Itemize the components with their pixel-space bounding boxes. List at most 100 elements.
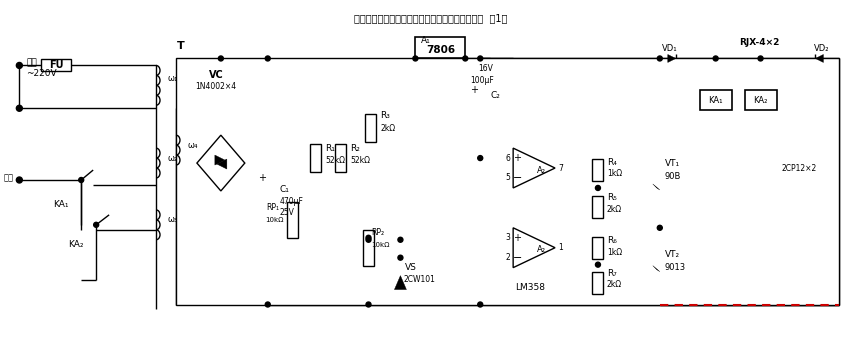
- Circle shape: [657, 225, 662, 230]
- Text: 2kΩ: 2kΩ: [607, 280, 622, 289]
- Text: A₂: A₂: [536, 165, 546, 175]
- Text: C₂: C₂: [490, 91, 500, 100]
- Text: 1N4002×4: 1N4002×4: [195, 82, 237, 91]
- Circle shape: [462, 56, 468, 61]
- Text: VD₁: VD₁: [662, 44, 678, 53]
- Circle shape: [265, 56, 270, 61]
- Text: R₄: R₄: [607, 158, 616, 166]
- Text: −: −: [512, 253, 522, 263]
- Text: LM358: LM358: [515, 283, 545, 292]
- Text: VT₁: VT₁: [665, 159, 680, 168]
- Text: KA₁: KA₁: [709, 96, 723, 105]
- Circle shape: [16, 62, 22, 69]
- Circle shape: [713, 56, 718, 61]
- Text: R₆: R₆: [607, 236, 616, 245]
- Text: ω₁: ω₁: [168, 74, 178, 83]
- Text: 2kΩ: 2kΩ: [607, 206, 622, 214]
- Text: RJX-4×2: RJX-4×2: [740, 38, 780, 47]
- Bar: [363, 230, 374, 266]
- Text: R₇: R₇: [607, 269, 616, 278]
- Text: A₂: A₂: [536, 245, 546, 254]
- Bar: [365, 114, 376, 142]
- Text: C₁: C₁: [280, 185, 289, 195]
- Circle shape: [596, 185, 600, 190]
- Text: 2kΩ: 2kΩ: [381, 124, 395, 133]
- Text: 1: 1: [559, 243, 563, 252]
- Text: 100μF: 100μF: [470, 76, 494, 85]
- Text: R₅: R₅: [607, 193, 616, 202]
- Text: 1kΩ: 1kΩ: [607, 169, 622, 178]
- Text: KA₂: KA₂: [753, 96, 768, 105]
- Text: R₃: R₃: [381, 111, 390, 120]
- Circle shape: [219, 56, 223, 61]
- Text: −: −: [512, 173, 522, 183]
- Text: R₁: R₁: [325, 144, 336, 153]
- Bar: [592, 196, 604, 218]
- Polygon shape: [653, 184, 660, 190]
- Text: 9013: 9013: [665, 263, 686, 272]
- Circle shape: [413, 56, 418, 61]
- Circle shape: [398, 237, 403, 242]
- Polygon shape: [217, 159, 226, 169]
- Circle shape: [657, 56, 662, 61]
- Text: RP₂: RP₂: [371, 228, 385, 237]
- Circle shape: [478, 155, 483, 160]
- Text: 90B: 90B: [665, 171, 681, 180]
- Bar: [288, 202, 298, 238]
- Circle shape: [366, 302, 371, 307]
- Text: 52kΩ: 52kΩ: [350, 155, 370, 165]
- Text: 1kΩ: 1kΩ: [607, 248, 622, 257]
- Bar: [592, 159, 604, 181]
- Text: 3: 3: [505, 233, 511, 242]
- Text: 输出: 输出: [3, 174, 14, 182]
- Text: 25V: 25V: [280, 208, 294, 217]
- Circle shape: [265, 302, 270, 307]
- Text: VD₂: VD₂: [814, 44, 829, 53]
- Text: ω₄: ω₄: [188, 141, 198, 149]
- Polygon shape: [653, 266, 660, 272]
- Text: +: +: [257, 173, 266, 183]
- Text: 52kΩ: 52kΩ: [325, 155, 345, 165]
- Text: +: +: [513, 233, 521, 243]
- Text: 470μF: 470μF: [280, 197, 304, 206]
- Circle shape: [478, 302, 483, 307]
- Text: KA₂: KA₂: [69, 240, 84, 249]
- Text: +: +: [513, 153, 521, 163]
- Text: 继电器控制的自耦变压器式交流稳压电源电路之四  第1张: 继电器控制的自耦变压器式交流稳压电源电路之四 第1张: [354, 13, 507, 24]
- Text: ω₂: ω₂: [168, 154, 178, 163]
- Bar: [41, 60, 71, 71]
- Text: 5: 5: [505, 174, 511, 182]
- Text: 10kΩ: 10kΩ: [371, 242, 390, 248]
- Text: 6: 6: [505, 154, 511, 163]
- Text: 输入: 输入: [27, 58, 37, 67]
- Circle shape: [366, 237, 371, 242]
- Circle shape: [78, 178, 84, 182]
- Text: 7806: 7806: [425, 45, 455, 55]
- Polygon shape: [394, 275, 406, 290]
- Text: 2: 2: [505, 253, 511, 262]
- Bar: [745, 90, 777, 110]
- Circle shape: [478, 56, 483, 61]
- Text: RP₁: RP₁: [266, 203, 279, 212]
- Text: 16V: 16V: [478, 64, 492, 73]
- Bar: [310, 144, 321, 172]
- Circle shape: [758, 56, 763, 61]
- Bar: [176, 59, 839, 305]
- Bar: [700, 90, 732, 110]
- Text: +: +: [470, 85, 478, 95]
- Text: ~220V: ~220V: [27, 69, 57, 78]
- Circle shape: [16, 105, 22, 111]
- Text: ω₃: ω₃: [168, 215, 178, 224]
- Polygon shape: [215, 155, 225, 165]
- Text: VT₂: VT₂: [665, 250, 680, 259]
- Text: VC: VC: [208, 70, 223, 80]
- Circle shape: [94, 222, 99, 227]
- Text: 7: 7: [559, 164, 563, 173]
- Bar: [415, 37, 465, 59]
- Bar: [335, 144, 346, 172]
- Polygon shape: [815, 54, 823, 62]
- Bar: [592, 237, 604, 259]
- Text: 2CW101: 2CW101: [404, 275, 436, 284]
- Circle shape: [596, 262, 600, 267]
- Text: R₂: R₂: [350, 144, 361, 153]
